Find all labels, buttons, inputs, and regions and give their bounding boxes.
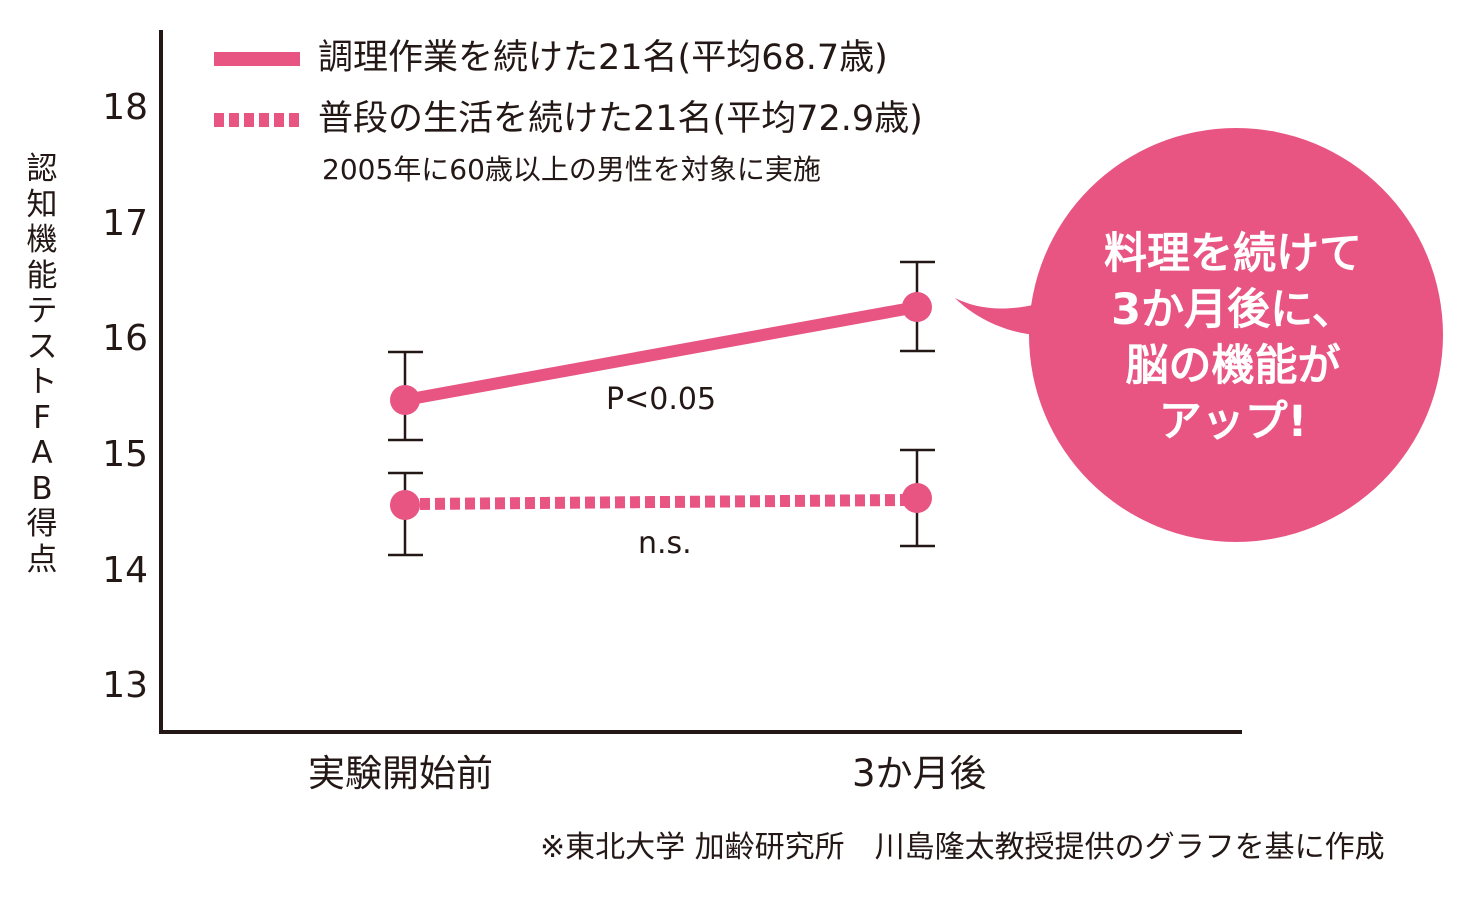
bubble-line: 3か月後に、 (1111, 285, 1355, 335)
y-tick-15: 15 (102, 434, 148, 475)
y-tick-18: 18 (102, 87, 148, 128)
legend-item-ordinary: 普段の生活を続けた21名(平均72.9歳) (318, 99, 923, 139)
error-bars (388, 260, 935, 557)
legend-note: 2005年に60歳以上の男性を対象に実施 (322, 153, 821, 186)
y-label-char: 知 (26, 186, 58, 223)
point-ordinary-before (390, 490, 420, 520)
y-label-char: 点 (26, 541, 58, 578)
y-label-char: テ (26, 293, 58, 329)
legend-item-cooking: 調理作業を続けた21名(平均68.7歳) (318, 38, 888, 78)
point-cooking-after (902, 292, 932, 322)
point-ordinary-after (902, 483, 932, 513)
y-label-char: ス (26, 328, 58, 365)
y-label-char: A (31, 435, 53, 471)
bubble-line: 脳の機能が (1125, 341, 1341, 391)
legend-swatch-solid (214, 52, 300, 66)
y-tick-14: 14 (102, 550, 148, 591)
legend-swatch-dotted (214, 113, 299, 127)
y-tick-16: 16 (102, 318, 148, 359)
y-tick-13: 13 (102, 665, 148, 706)
y-label-char: ト (26, 364, 58, 400)
bubble-line: アップ! (1158, 397, 1308, 447)
significance-label: P<0.05 (606, 382, 717, 417)
y-label-char: 認 (26, 151, 58, 187)
bubble-text: 料理を続けて 3か月後に、 脳の機能が アップ! (1048, 226, 1418, 450)
y-label-char: 機 (26, 222, 58, 258)
series-ordinary-line (419, 494, 906, 510)
y-label-char: 得 (26, 506, 58, 542)
series-cooking-line (403, 301, 919, 406)
y-tick-17: 17 (102, 203, 148, 244)
y-label-char: F (33, 399, 51, 436)
x-category-after: 3か月後 (852, 752, 987, 795)
source-note: ※東北大学 加齢研究所 川島隆太教授提供のグラフを基に作成 (540, 830, 1385, 865)
y-axis-label: 認 知 機 能 テ ス ト F A B 得 点 (22, 151, 62, 578)
bubble-line: 料理を続けて (1104, 229, 1362, 279)
y-label-char: 能 (26, 257, 58, 294)
speech-bubble (955, 128, 1443, 542)
point-cooking-before (390, 385, 420, 415)
not-significant-label: n.s. (638, 526, 692, 561)
x-category-before: 実験開始前 (308, 752, 493, 795)
y-label-char: B (31, 470, 53, 507)
